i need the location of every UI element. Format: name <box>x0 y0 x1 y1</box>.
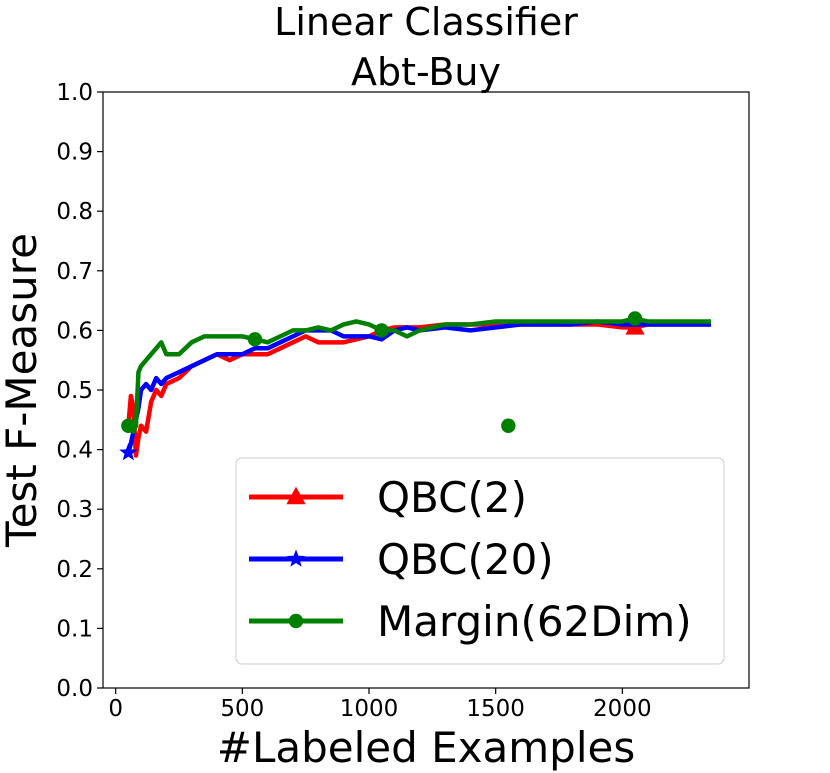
x-tick-label: 0 <box>108 696 123 722</box>
y-tick-label: 0.4 <box>56 438 93 464</box>
legend-item: QBC(20) <box>249 535 554 584</box>
plot-series <box>119 311 711 461</box>
legend-marker <box>286 486 306 505</box>
y-tick-label: 0.5 <box>56 378 93 404</box>
legend-item: QBC(2) <box>249 473 527 522</box>
y-tick-label: 0.2 <box>56 557 93 583</box>
x-tick-label: 1000 <box>340 696 399 722</box>
legend-marker <box>286 549 306 567</box>
y-tick-label: 0.7 <box>56 259 93 285</box>
data-point-marker <box>374 323 389 338</box>
chart-subtitle: Abt-Buy <box>351 50 501 94</box>
x-tick-label: 2000 <box>593 696 652 722</box>
plot-area-frame <box>102 91 750 689</box>
y-tick-label: 0.8 <box>56 199 93 225</box>
y-tick-label: 0.9 <box>56 140 93 166</box>
y-tick-label: 0.1 <box>56 616 93 642</box>
data-point-marker <box>119 442 138 461</box>
chart-title: Linear Classifier <box>274 0 578 44</box>
series-line <box>126 322 711 458</box>
series-line <box>126 319 711 454</box>
legend-item: Margin(62Dim) <box>249 597 692 646</box>
data-point-marker <box>501 418 516 433</box>
y-tick-label: 0.3 <box>56 497 93 523</box>
data-point-marker <box>247 332 263 347</box>
legend-label: QBC(20) <box>377 535 554 584</box>
series-margin-62dim <box>121 311 711 434</box>
series-qbc-20 <box>119 319 711 461</box>
y-tick-label: 0.6 <box>56 318 93 344</box>
axis-ticks: 0 500 1000 1500 2000 0.0 0.1 0.2 0.3 0.4 0.5 0.6 0.7… <box>56 80 651 722</box>
y-tick-label: 0.0 <box>56 676 93 702</box>
y-tick-label: 1.0 <box>56 80 93 106</box>
legend-label: QBC(2) <box>377 473 527 522</box>
legend-marker <box>288 613 304 629</box>
data-point-marker <box>627 311 643 326</box>
x-axis-label: #Labeled Examples <box>217 723 635 772</box>
data-point-marker <box>121 418 136 433</box>
y-axis-label: Test F-Measure <box>0 233 46 548</box>
x-tick-label: 1500 <box>466 696 525 722</box>
legend: QBC(2) QBC(20) Margin(62Dim) <box>235 457 725 665</box>
series-line <box>128 316 711 434</box>
x-tick-label: 500 <box>220 696 264 722</box>
legend-frame <box>235 457 725 665</box>
legend-label: Margin(62Dim) <box>377 597 692 646</box>
